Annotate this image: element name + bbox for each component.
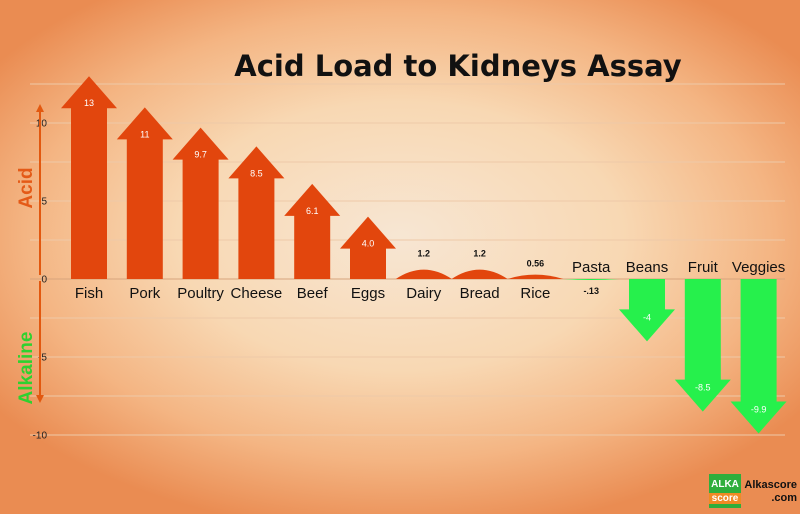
- category-label: Eggs: [351, 285, 385, 302]
- y-axis-arrow: [36, 104, 44, 403]
- y-tick-label: 0: [41, 275, 47, 286]
- y-tick-label: 5: [41, 197, 47, 208]
- logo-line1: ALKA: [711, 479, 739, 490]
- category-label: Dairy: [406, 285, 442, 302]
- value-label: 11: [140, 129, 149, 139]
- label-layer: 10 5 0 -5 -10 13 Fish 11 Pork 9.7 Poultry 8.5 Cheese…: [33, 98, 786, 441]
- y-tick-label: -10: [33, 431, 48, 442]
- category-label: Rice: [520, 285, 550, 302]
- bar-cheese: [228, 146, 285, 279]
- value-label: 0.56: [527, 258, 545, 268]
- bar-layer: [61, 76, 787, 434]
- logo-site-line1: Alkascore: [744, 479, 797, 491]
- y-tick-label: 10: [36, 119, 48, 130]
- alkascore-logo: ALKA score Alkascore .com: [709, 474, 797, 508]
- category-label: Veggies: [732, 259, 785, 276]
- bar-beans: [619, 279, 675, 342]
- value-label: 9.7: [194, 150, 207, 160]
- value-label: 4.0: [362, 239, 375, 249]
- bar-beef: [284, 183, 341, 279]
- value-label: 1.2: [473, 248, 486, 258]
- value-label: 13: [84, 98, 94, 108]
- logo-site: Alkascore .com: [743, 479, 797, 505]
- category-label: Pasta: [572, 259, 611, 276]
- value-label: -.13: [583, 286, 599, 296]
- logo-site-line2: .com: [771, 492, 797, 504]
- y-tick-label: -5: [38, 353, 47, 364]
- bar-dairy: [395, 269, 452, 279]
- bar-veggies: [730, 279, 787, 434]
- bar-pork: [116, 107, 173, 280]
- bar-poultry: [172, 127, 229, 280]
- value-label: 1.2: [418, 248, 431, 258]
- chart-title: Acid Load to Kidneys Assay: [234, 49, 682, 83]
- value-label: -9.9: [751, 404, 767, 414]
- logo-line2: score: [709, 493, 741, 504]
- value-label: 6.1: [306, 206, 319, 216]
- category-label: Poultry: [177, 285, 224, 302]
- bar-bread: [451, 269, 508, 279]
- category-label: Bread: [460, 285, 500, 302]
- value-label: -8.5: [695, 383, 711, 393]
- bar-fish: [61, 76, 117, 279]
- category-label: Pork: [129, 285, 160, 302]
- category-label: Fish: [75, 285, 103, 302]
- bar-fruit: [674, 279, 731, 412]
- category-label: Beef: [297, 285, 329, 302]
- alkaline-axis-label: Alkaline: [16, 332, 37, 405]
- bar-rice: [507, 274, 564, 279]
- logo-badge: ALKA score: [709, 474, 741, 508]
- value-label: 8.5: [250, 168, 263, 178]
- bar-pasta: [563, 279, 620, 281]
- acid-axis-label: Acid: [16, 167, 37, 208]
- category-label: Cheese: [231, 285, 283, 302]
- bar-eggs: [340, 216, 396, 279]
- category-label: Fruit: [688, 259, 719, 276]
- value-label: -4: [643, 312, 651, 322]
- category-label: Beans: [626, 259, 669, 276]
